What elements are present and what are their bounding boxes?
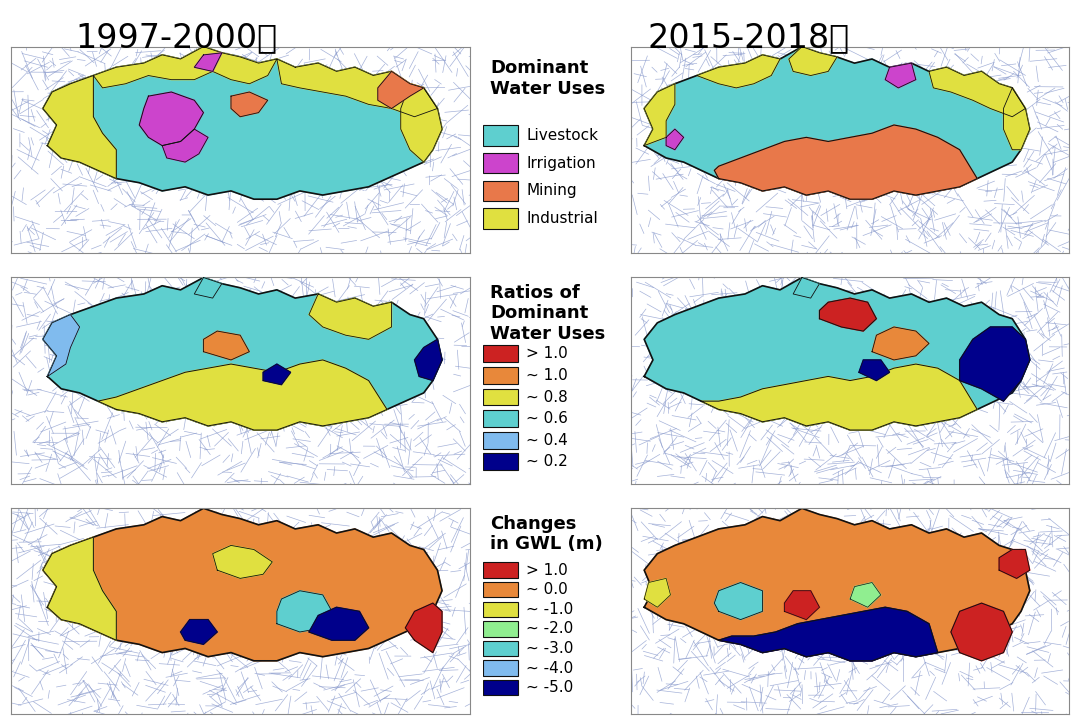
Polygon shape bbox=[415, 340, 442, 381]
Bar bbox=[484, 661, 518, 676]
Polygon shape bbox=[405, 603, 442, 653]
Polygon shape bbox=[276, 591, 332, 632]
Polygon shape bbox=[714, 125, 977, 199]
Polygon shape bbox=[644, 277, 1029, 430]
Polygon shape bbox=[43, 537, 117, 640]
Bar bbox=[484, 345, 518, 362]
Polygon shape bbox=[929, 67, 1025, 117]
Text: Irrigation: Irrigation bbox=[526, 156, 596, 171]
Polygon shape bbox=[718, 607, 937, 661]
Text: ~ 0.8: ~ 0.8 bbox=[526, 390, 568, 404]
Polygon shape bbox=[644, 579, 671, 607]
Text: ~ -2.0: ~ -2.0 bbox=[526, 621, 573, 636]
Text: ~ -4.0: ~ -4.0 bbox=[526, 661, 573, 676]
Polygon shape bbox=[98, 360, 387, 430]
Polygon shape bbox=[644, 47, 1029, 199]
Bar bbox=[484, 602, 518, 617]
Polygon shape bbox=[162, 129, 208, 162]
Polygon shape bbox=[820, 298, 877, 331]
Polygon shape bbox=[872, 327, 929, 360]
Polygon shape bbox=[43, 47, 442, 199]
Polygon shape bbox=[378, 71, 423, 108]
Polygon shape bbox=[203, 331, 249, 360]
Text: Mining: Mining bbox=[526, 183, 577, 198]
Polygon shape bbox=[793, 277, 820, 298]
Polygon shape bbox=[401, 84, 442, 162]
Bar bbox=[484, 454, 518, 470]
Text: 2015-2018年: 2015-2018年 bbox=[648, 22, 850, 55]
Polygon shape bbox=[960, 327, 1029, 401]
Bar bbox=[484, 432, 518, 449]
Polygon shape bbox=[139, 92, 203, 146]
Polygon shape bbox=[180, 620, 217, 644]
Polygon shape bbox=[784, 591, 820, 620]
Bar bbox=[484, 388, 518, 406]
Text: 1997-2000年: 1997-2000年 bbox=[76, 22, 278, 55]
Bar bbox=[484, 410, 518, 427]
Bar bbox=[484, 153, 518, 174]
Text: ~ 1.0: ~ 1.0 bbox=[526, 368, 568, 383]
Text: ~ 0.6: ~ 0.6 bbox=[526, 411, 568, 426]
Polygon shape bbox=[231, 92, 268, 117]
Text: Livestock: Livestock bbox=[526, 128, 598, 143]
Polygon shape bbox=[859, 360, 890, 381]
Text: > 1.0: > 1.0 bbox=[526, 346, 568, 361]
Bar bbox=[484, 562, 518, 578]
Polygon shape bbox=[309, 607, 368, 640]
Bar bbox=[484, 621, 518, 637]
Polygon shape bbox=[213, 546, 272, 579]
Polygon shape bbox=[644, 84, 675, 146]
Polygon shape bbox=[213, 53, 276, 84]
Bar bbox=[484, 640, 518, 656]
Text: Ratios of
Dominant
Water Uses: Ratios of Dominant Water Uses bbox=[490, 284, 605, 343]
Polygon shape bbox=[850, 582, 881, 607]
Polygon shape bbox=[1003, 88, 1029, 150]
Text: Industrial: Industrial bbox=[526, 211, 598, 226]
Bar bbox=[484, 582, 518, 597]
Text: Changes
in GWL (m): Changes in GWL (m) bbox=[490, 515, 603, 554]
Polygon shape bbox=[666, 129, 684, 150]
Text: > 1.0: > 1.0 bbox=[526, 563, 568, 578]
Polygon shape bbox=[644, 508, 1029, 661]
Bar bbox=[484, 367, 518, 384]
Polygon shape bbox=[950, 603, 1012, 661]
Bar bbox=[484, 181, 518, 201]
Polygon shape bbox=[43, 75, 117, 179]
Polygon shape bbox=[697, 55, 780, 88]
Bar bbox=[484, 208, 518, 229]
Text: Dominant
Water Uses: Dominant Water Uses bbox=[490, 59, 605, 98]
Polygon shape bbox=[93, 47, 221, 88]
Text: ~ 0.2: ~ 0.2 bbox=[526, 454, 568, 470]
Polygon shape bbox=[194, 277, 221, 298]
Bar bbox=[484, 125, 518, 146]
Polygon shape bbox=[194, 53, 221, 71]
Bar bbox=[484, 680, 518, 695]
Polygon shape bbox=[999, 549, 1029, 579]
Text: ~ -1.0: ~ -1.0 bbox=[526, 602, 573, 617]
Polygon shape bbox=[701, 364, 977, 430]
Polygon shape bbox=[43, 314, 80, 376]
Polygon shape bbox=[714, 582, 762, 620]
Text: ~ 0.0: ~ 0.0 bbox=[526, 582, 568, 597]
Polygon shape bbox=[276, 59, 437, 117]
Text: ~ 0.4: ~ 0.4 bbox=[526, 433, 568, 448]
Polygon shape bbox=[309, 294, 392, 340]
Text: ~ -5.0: ~ -5.0 bbox=[526, 680, 573, 695]
Text: ~ -3.0: ~ -3.0 bbox=[526, 641, 573, 656]
Polygon shape bbox=[43, 508, 442, 661]
Polygon shape bbox=[788, 47, 837, 75]
Polygon shape bbox=[264, 364, 291, 385]
Polygon shape bbox=[886, 63, 916, 88]
Polygon shape bbox=[43, 277, 442, 430]
